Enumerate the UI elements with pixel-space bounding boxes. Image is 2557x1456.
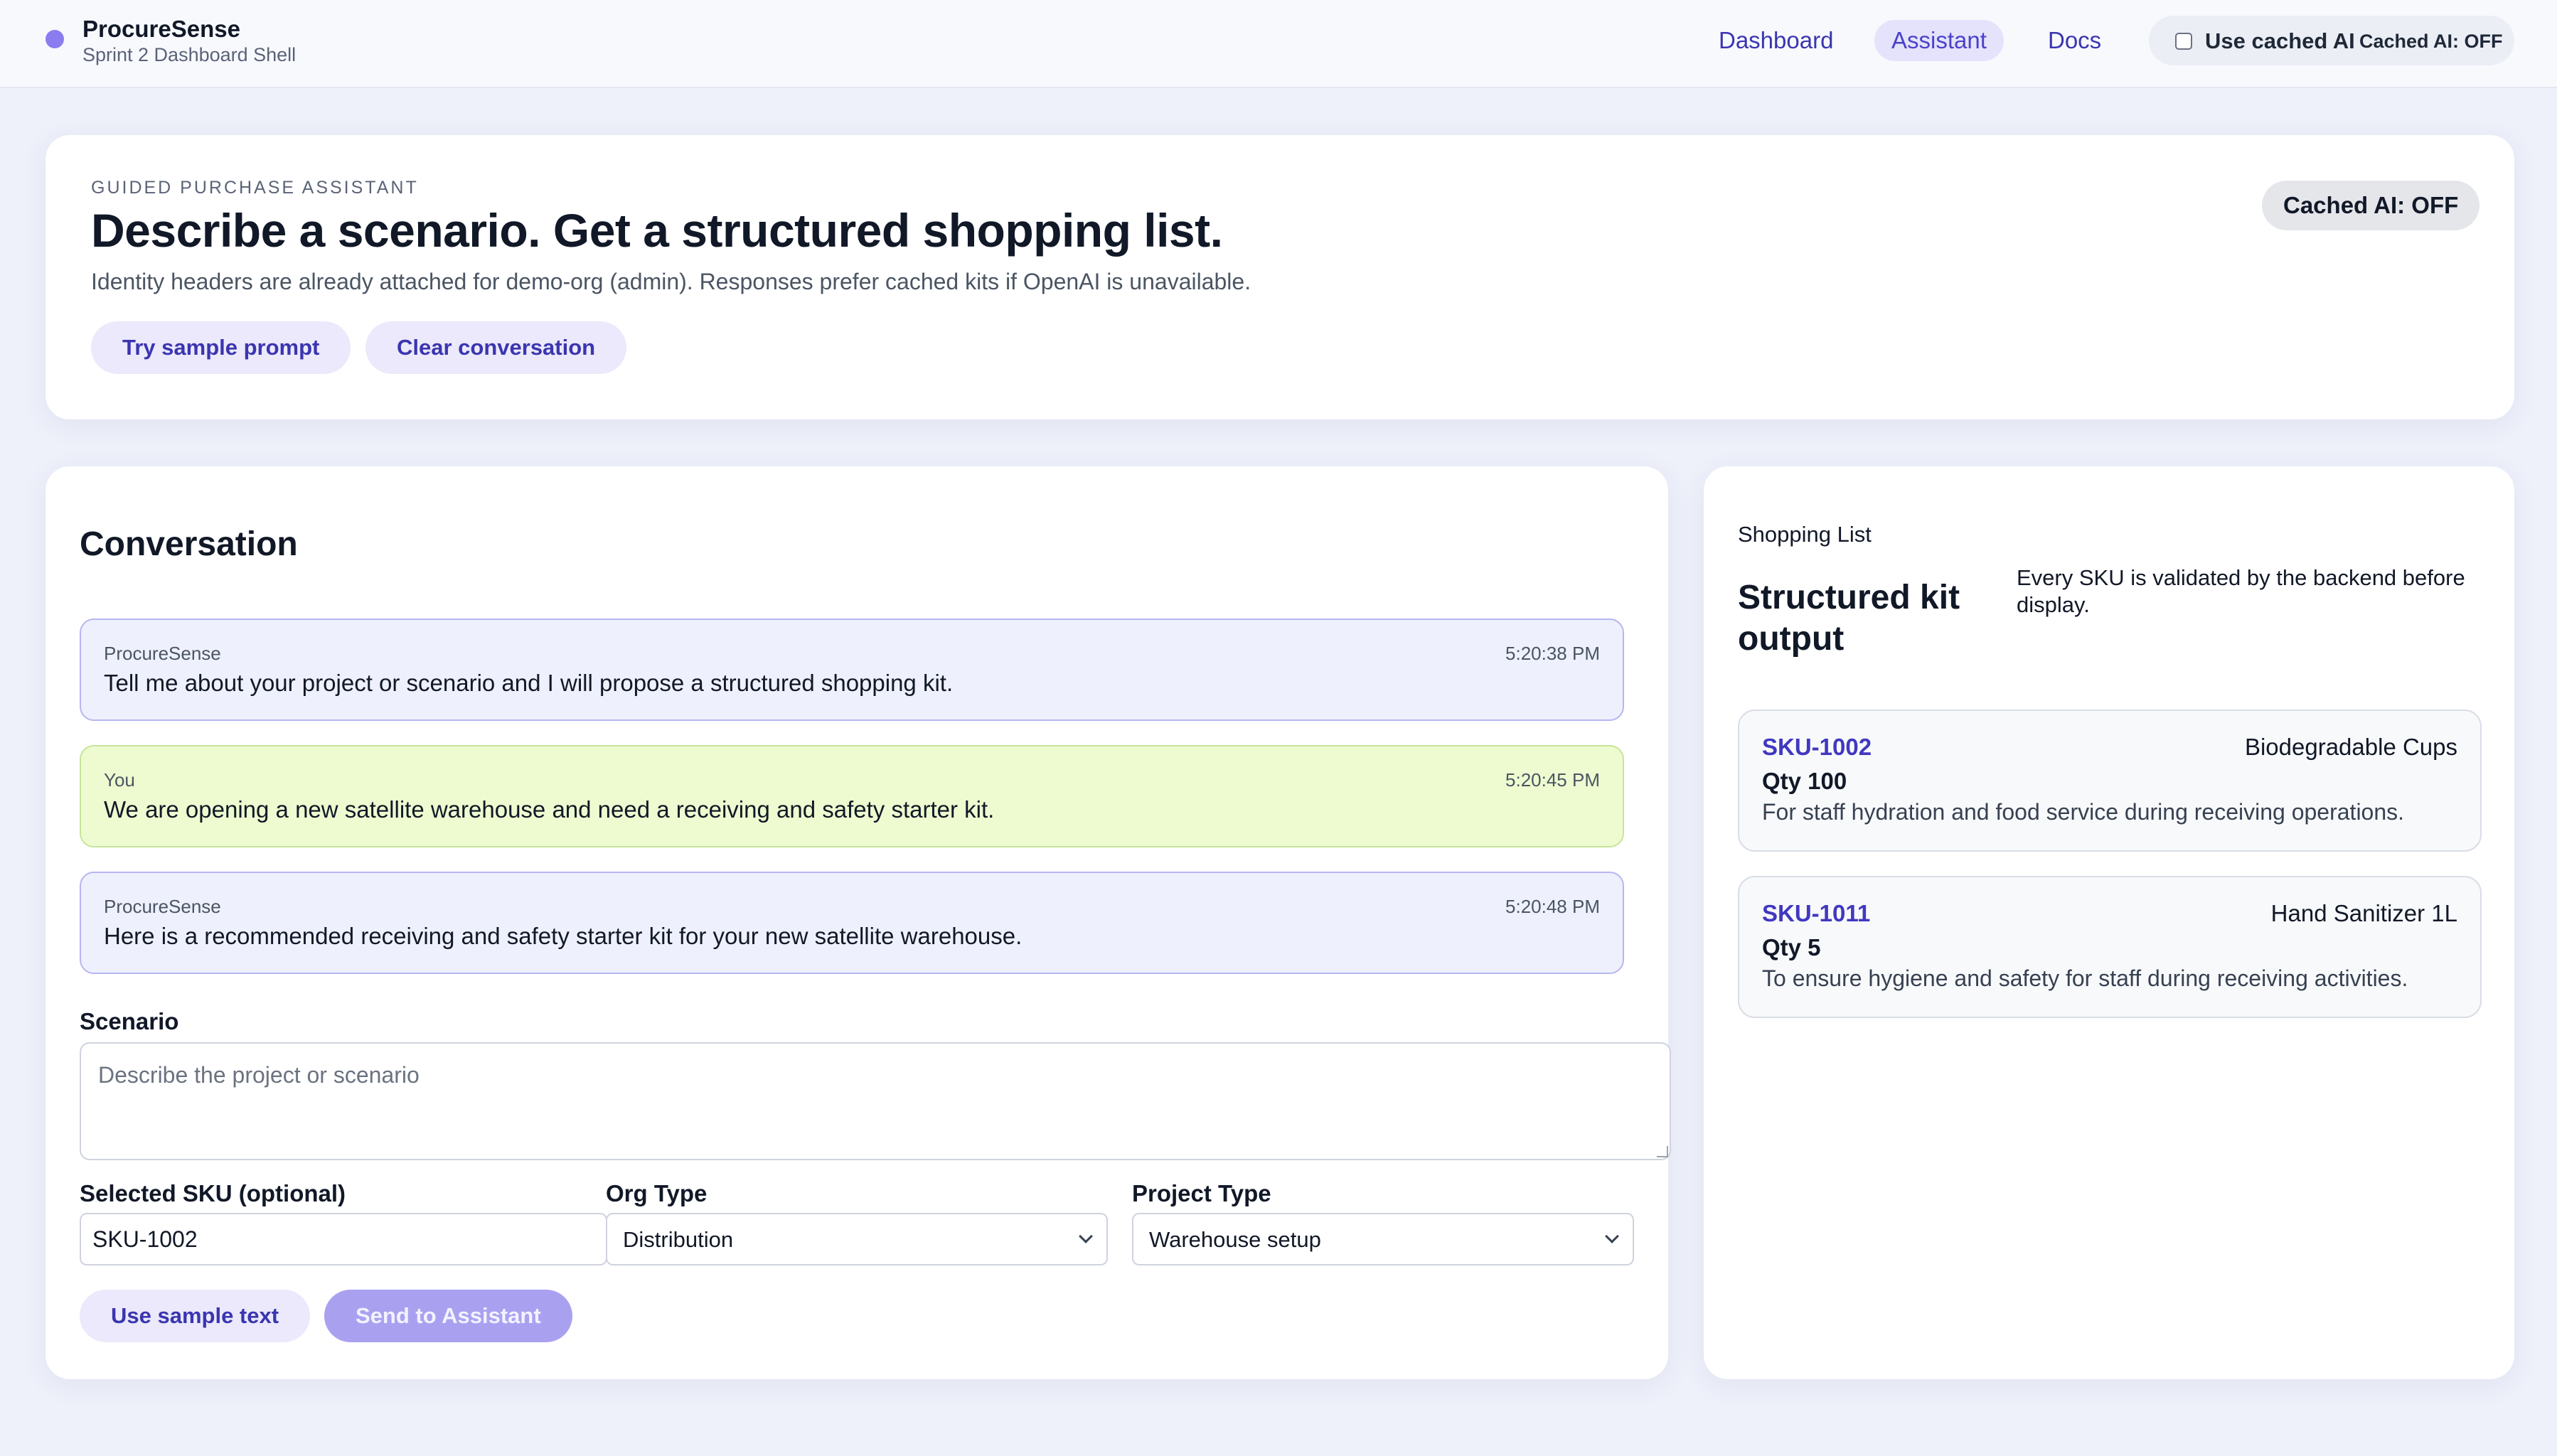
item-sku[interactable]: SKU-1002	[1762, 734, 1872, 760]
assistant-message: ProcureSense 5:20:38 PM Tell me about yo…	[80, 619, 1624, 721]
clear-conversation-button[interactable]: Clear conversation	[365, 321, 627, 374]
message-timestamp: 5:20:38 PM	[1505, 643, 1600, 664]
project-type-value: Warehouse setup	[1149, 1227, 1321, 1252]
org-type-value: Distribution	[623, 1227, 734, 1252]
message-author: ProcureSense	[104, 643, 221, 664]
item-quantity: Qty 100	[1762, 768, 1847, 794]
nav-dashboard[interactable]: Dashboard	[1719, 27, 1834, 53]
cached-ai-status-badge: Cached AI: OFF	[2262, 181, 2480, 230]
app-name: ProcureSense	[82, 16, 240, 42]
item-quantity: Qty 5	[1762, 934, 1821, 960]
conversation-panel: Conversation ProcureSense 5:20:38 PM Tel…	[46, 466, 1671, 1379]
cached-ai-toggle[interactable]: Use cached AI Cached AI: OFF	[2149, 16, 2514, 65]
hero-eyebrow: GUIDED PURCHASE ASSISTANT	[91, 178, 419, 198]
nav-assistant[interactable]: Assistant	[1874, 20, 2004, 61]
chevron-down-icon	[1079, 1229, 1093, 1243]
message-author: You	[104, 769, 135, 791]
user-message: You 5:20:45 PM We are opening a new sate…	[80, 745, 1624, 847]
message-author: ProcureSense	[104, 896, 221, 917]
item-name: Hand Sanitizer 1L	[2270, 900, 2457, 926]
scenario-textarea[interactable]	[80, 1042, 1671, 1160]
hero-description: Identity headers are already attached fo…	[91, 269, 1251, 294]
project-type-label: Project Type	[1132, 1180, 1271, 1206]
shopping-list-eyebrow: Shopping List	[1738, 522, 1872, 547]
use-sample-text-button[interactable]: Use sample text	[80, 1290, 311, 1342]
chevron-down-icon	[1605, 1229, 1619, 1243]
message-timestamp: 5:20:48 PM	[1505, 896, 1600, 917]
cached-ai-checkbox[interactable]	[2175, 33, 2192, 50]
cached-ai-status: Cached AI: OFF	[2359, 31, 2503, 52]
kit-item-card: SKU-1011 Hand Sanitizer 1L Qty 5 To ensu…	[1738, 876, 2482, 1018]
brand-logo-dot	[46, 30, 64, 48]
selected-sku-label: Selected SKU (optional)	[80, 1180, 346, 1206]
nav-docs[interactable]: Docs	[2048, 27, 2102, 53]
textarea-resize-handle[interactable]	[1657, 1146, 1668, 1157]
top-bar: ProcureSense Sprint 2 Dashboard Shell Da…	[0, 0, 2557, 88]
org-type-select[interactable]: Distribution	[606, 1213, 1108, 1265]
hero-card: GUIDED PURCHASE ASSISTANT Describe a sce…	[46, 135, 2514, 419]
message-timestamp: 5:20:45 PM	[1505, 769, 1600, 791]
send-to-assistant-button[interactable]: Send to Assistant	[324, 1290, 572, 1342]
assistant-message: ProcureSense 5:20:48 PM Here is a recomm…	[80, 872, 1624, 974]
conversation-title: Conversation	[80, 525, 298, 563]
project-type-select[interactable]: Warehouse setup	[1132, 1213, 1634, 1265]
cached-ai-label: Use cached AI	[2205, 28, 2355, 53]
scenario-label: Scenario	[80, 1008, 179, 1034]
org-type-label: Org Type	[606, 1180, 708, 1206]
message-text: We are opening a new satellite warehouse…	[104, 796, 995, 823]
kit-item-card: SKU-1002 Biodegradable Cups Qty 100 For …	[1738, 710, 2482, 852]
item-sku[interactable]: SKU-1011	[1762, 900, 1871, 926]
app-subtitle: Sprint 2 Dashboard Shell	[82, 44, 297, 65]
try-sample-prompt-button[interactable]: Try sample prompt	[91, 321, 351, 374]
item-name: Biodegradable Cups	[2244, 734, 2457, 760]
shopping-list-title: Structured kit output	[1738, 579, 1960, 658]
item-reason: To ensure hygiene and safety for staff d…	[1762, 965, 2408, 991]
message-text: Tell me about your project or scenario a…	[104, 670, 954, 696]
shopping-list-description: Every SKU is validated by the backend be…	[2017, 565, 2465, 617]
item-reason: For staff hydration and food service dur…	[1762, 799, 2405, 825]
selected-sku-input[interactable]	[80, 1213, 607, 1265]
page-title: Describe a scenario. Get a structured sh…	[91, 204, 1223, 257]
shopping-list-panel: Shopping List Structured kit output Ever…	[1704, 466, 2514, 1379]
message-text: Here is a recommended receiving and safe…	[104, 923, 1023, 949]
